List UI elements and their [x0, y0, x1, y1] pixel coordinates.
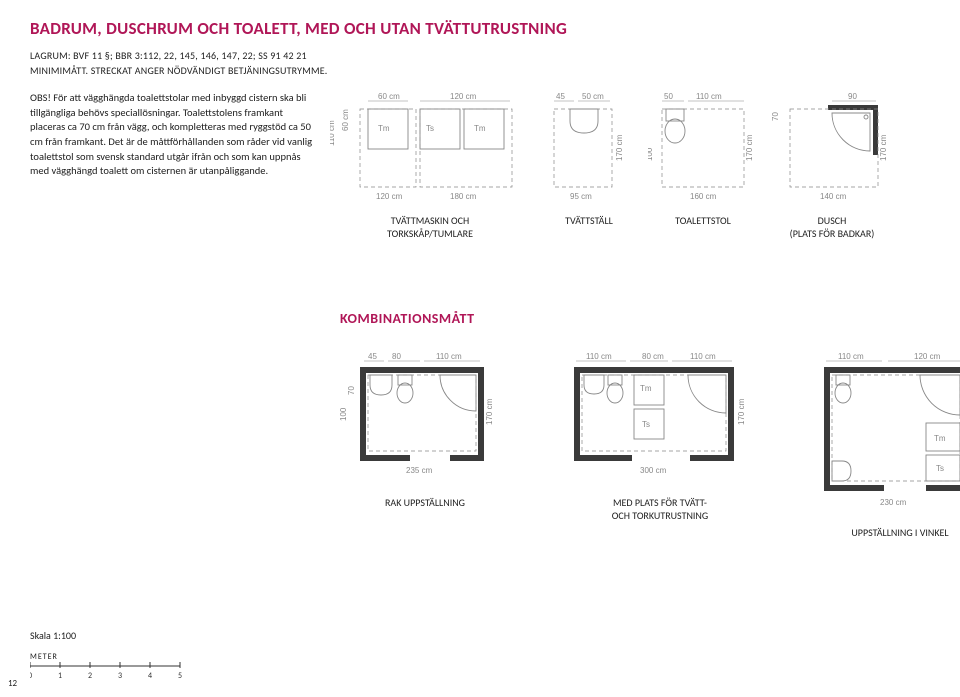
svg-text:60 cm: 60 cm: [341, 109, 350, 131]
svg-toalettstol: 50 110 cm 100 170 cm 160 cm: [648, 91, 758, 211]
svg-text:100: 100: [648, 147, 654, 161]
page-title: BADRUM, DUSCHRUM OCH TOALETT, MED OCH UT…: [30, 18, 930, 39]
svg-text:60 cm: 60 cm: [378, 92, 400, 101]
svg-text:110 cm: 110 cm: [330, 120, 336, 146]
svg-text:4: 4: [148, 671, 152, 680]
label-tvattmaskin-1: TVÄTTMASKIN OCH: [391, 214, 470, 227]
svg-text:110 cm: 110 cm: [436, 352, 462, 361]
svg-rak: 45 80 110 cm 100 70 170 cm 235 cm: [340, 351, 510, 491]
svg-text:45: 45: [556, 92, 565, 101]
combo-vinkel: 110 cm 120 cm Tm Ts 245 cm 230 cm UPPSTÄ…: [810, 351, 960, 540]
svg-vinkel: 110 cm 120 cm Tm Ts 245 cm 230 cm: [810, 351, 960, 521]
svg-tvattmaskin: 60 cm 120 cm 110 cm 60 cm Tm Ts Tm 120 c…: [330, 91, 530, 211]
svg-text:95 cm: 95 cm: [570, 192, 592, 201]
scale-label: Skala 1:100: [30, 629, 190, 642]
svg-text:90: 90: [848, 92, 857, 101]
svg-text:Ts: Ts: [936, 464, 944, 473]
svg-text:70: 70: [347, 386, 356, 395]
diagram-dusch: 90 70 170 cm 140 cm DUSCH (PLATS FÖR BAD…: [772, 91, 892, 240]
ruler: 0 1 2 3 4 5: [30, 662, 190, 680]
svg-text:180 cm: 180 cm: [450, 192, 477, 201]
svg-text:170 cm: 170 cm: [615, 134, 624, 161]
svg-text:Tm: Tm: [934, 434, 946, 443]
svg-text:300 cm: 300 cm: [640, 466, 667, 475]
svg-text:3: 3: [118, 671, 122, 680]
svg-dusch: 90 70 170 cm 140 cm: [772, 91, 892, 211]
svg-text:110 cm: 110 cm: [586, 352, 612, 361]
label-tvatt-1: MED PLATS FÖR TVÄTT-: [613, 496, 707, 509]
svg-text:Ts: Ts: [642, 420, 650, 429]
top-diagram-row: 60 cm 120 cm 110 cm 60 cm Tm Ts Tm 120 c…: [330, 91, 930, 240]
svg-text:140 cm: 140 cm: [820, 192, 847, 201]
svg-text:Tm: Tm: [640, 384, 652, 393]
svg-text:Tm: Tm: [378, 124, 390, 133]
minimi-line: MINIMIMÅTT. STRECKAT ANGER NÖDVÄNDIGT BE…: [30, 64, 930, 77]
svg-tvattstall: 45 50 cm 170 cm 95 cm: [544, 91, 634, 211]
section-kombinationsmatt: KOMBINATIONSMÅTT: [340, 310, 930, 327]
svg-tvatt: 110 cm 80 cm 110 cm Tm Ts 170 cm 300 cm: [560, 351, 760, 491]
label-rak: RAK UPPSTÄLLNING: [385, 496, 465, 509]
svg-text:1: 1: [58, 671, 62, 680]
combo-tvatt: 110 cm 80 cm 110 cm Tm Ts 170 cm 300 cm: [560, 351, 760, 540]
svg-text:170 cm: 170 cm: [737, 398, 746, 425]
svg-text:120 cm: 120 cm: [376, 192, 403, 201]
svg-text:110 cm: 110 cm: [838, 352, 864, 361]
svg-text:2: 2: [88, 671, 92, 680]
svg-text:70: 70: [772, 112, 780, 121]
svg-text:120 cm: 120 cm: [914, 352, 941, 361]
label-tvattstall: TVÄTTSTÄLL: [565, 214, 613, 227]
diagram-tvattstall: 45 50 cm 170 cm 95 cm TVÄTTSTÄLL: [544, 91, 634, 240]
label-dusch-2: (PLATS FÖR BADKAR): [790, 227, 875, 240]
svg-text:50: 50: [664, 92, 673, 101]
svg-text:Ts: Ts: [426, 124, 434, 133]
combo-rak: 45 80 110 cm 100 70 170 cm 235 cm RAK UP…: [340, 351, 510, 540]
label-dusch-1: DUSCH: [818, 214, 847, 227]
label-toalettstol: TOALETTSTOL: [675, 214, 731, 227]
lagrum-line: LAGRUM: BVF 11 §; BBR 3:112, 22, 145, 14…: [30, 49, 930, 62]
svg-text:50 cm: 50 cm: [582, 92, 604, 101]
svg-text:170 cm: 170 cm: [879, 134, 888, 161]
svg-text:235 cm: 235 cm: [406, 466, 433, 475]
svg-text:0: 0: [30, 671, 32, 680]
svg-text:80: 80: [392, 352, 401, 361]
obs-paragraph: OBS! För att vägghängda toalettstolar me…: [30, 91, 330, 240]
svg-text:110 cm: 110 cm: [696, 92, 722, 101]
svg-text:170 cm: 170 cm: [485, 398, 494, 425]
diagram-toalettstol: 50 110 cm 100 170 cm 160 cm TOALETTSTOL: [648, 91, 758, 240]
footer: Skala 1:100 METER 0 1 2 3 4 5: [30, 629, 190, 683]
svg-text:120 cm: 120 cm: [450, 92, 477, 101]
svg-text:5: 5: [178, 671, 182, 680]
label-tvatt-2: OCH TORKUTRUSTNING: [612, 509, 708, 522]
svg-text:80 cm: 80 cm: [642, 352, 664, 361]
diagram-tvattmaskin: 60 cm 120 cm 110 cm 60 cm Tm Ts Tm 120 c…: [330, 91, 530, 240]
svg-text:100: 100: [340, 407, 348, 421]
meter-label: METER: [30, 652, 190, 662]
svg-text:230 cm: 230 cm: [880, 498, 907, 507]
svg-text:45: 45: [368, 352, 377, 361]
svg-text:170 cm: 170 cm: [745, 134, 754, 161]
svg-text:110 cm: 110 cm: [690, 352, 716, 361]
label-vinkel: UPPSTÄLLNING I VINKEL: [851, 526, 948, 539]
label-tvattmaskin-2: TORKSKÅP/TUMLARE: [387, 227, 473, 240]
combo-row: 45 80 110 cm 100 70 170 cm 235 cm RAK UP…: [340, 351, 930, 540]
svg-text:Tm: Tm: [474, 124, 486, 133]
svg-text:160 cm: 160 cm: [690, 192, 717, 201]
page-number: 12: [8, 678, 17, 689]
